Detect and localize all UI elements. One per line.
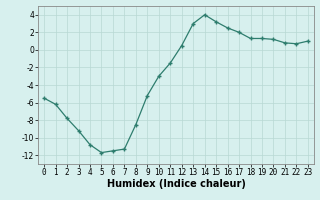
X-axis label: Humidex (Indice chaleur): Humidex (Indice chaleur)	[107, 179, 245, 189]
